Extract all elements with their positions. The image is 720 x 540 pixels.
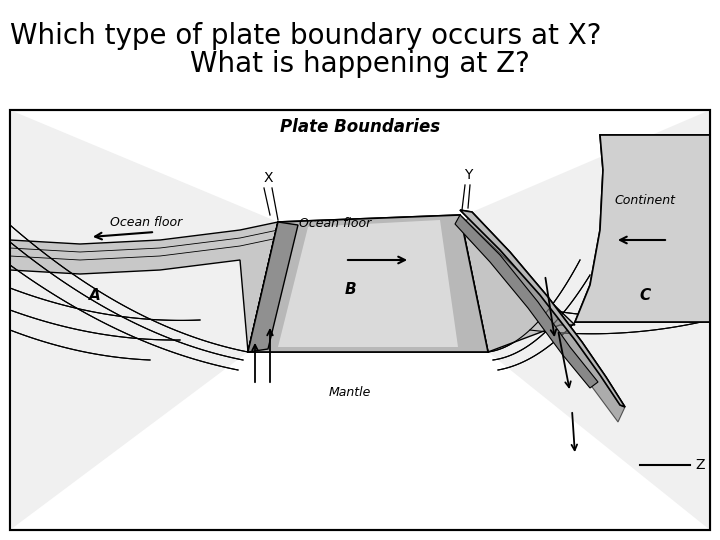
Text: Continent: Continent (614, 193, 675, 206)
Text: B: B (344, 282, 356, 298)
Polygon shape (10, 222, 278, 352)
Polygon shape (465, 110, 710, 530)
Text: A: A (89, 287, 101, 302)
Text: Which type of plate boundary occurs at X?: Which type of plate boundary occurs at X… (10, 22, 601, 50)
Text: C: C (639, 287, 651, 302)
Polygon shape (248, 222, 298, 352)
Polygon shape (10, 110, 278, 530)
Text: Ocean floor: Ocean floor (299, 217, 371, 230)
Polygon shape (248, 222, 298, 352)
Polygon shape (582, 135, 710, 320)
Text: Z: Z (695, 458, 704, 472)
Polygon shape (278, 220, 458, 347)
Polygon shape (460, 210, 625, 407)
Polygon shape (10, 110, 710, 530)
Polygon shape (460, 212, 625, 422)
Polygon shape (575, 135, 710, 322)
Text: Plate Boundaries: Plate Boundaries (280, 118, 440, 136)
Polygon shape (460, 210, 625, 407)
Polygon shape (248, 215, 488, 352)
Text: Mantle: Mantle (329, 386, 372, 399)
Text: X: X (264, 171, 273, 185)
Polygon shape (455, 215, 598, 388)
Polygon shape (278, 220, 458, 347)
Text: What is happening at Z?: What is happening at Z? (190, 50, 530, 78)
Text: Ocean floor: Ocean floor (110, 215, 182, 228)
Text: Y: Y (464, 168, 472, 182)
Polygon shape (575, 135, 710, 322)
Polygon shape (460, 215, 575, 352)
Polygon shape (248, 215, 488, 352)
